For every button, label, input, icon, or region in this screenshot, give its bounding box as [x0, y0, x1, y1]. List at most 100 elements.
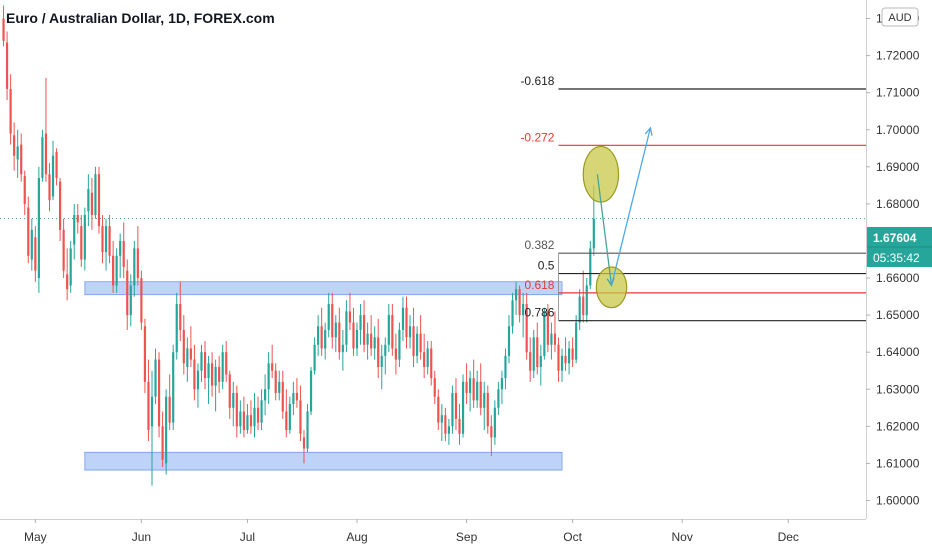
candle-body — [87, 189, 90, 212]
candle-body — [426, 348, 429, 368]
candle-body — [433, 378, 436, 397]
candle-body — [405, 307, 408, 338]
candle-body — [232, 392, 235, 408]
candle-body — [189, 348, 192, 360]
candle-body — [175, 303, 178, 353]
candle-body — [423, 352, 426, 368]
candle-body — [80, 226, 83, 260]
candle-body — [168, 396, 171, 423]
candle-body — [295, 392, 299, 401]
candle-body — [66, 274, 69, 290]
candle-body — [317, 326, 320, 345]
candle-body — [447, 426, 451, 434]
candle-body — [182, 329, 185, 364]
candle-body — [228, 374, 231, 408]
candle-body — [529, 352, 532, 371]
candle-body — [444, 415, 447, 434]
candle-body — [440, 415, 443, 423]
candle-body — [430, 348, 433, 379]
projection-down-arrow — [596, 174, 613, 286]
resistance-zone — [84, 281, 563, 296]
candle-body — [306, 411, 309, 449]
candle-body — [179, 303, 182, 330]
candle-body — [235, 392, 238, 427]
candle-body — [479, 381, 482, 408]
candle-body — [546, 311, 549, 345]
candle-body — [592, 218, 595, 249]
candle-body — [391, 315, 394, 349]
candle-body — [161, 426, 164, 460]
candle-body — [172, 352, 175, 423]
candle-body — [51, 155, 55, 197]
candle-body — [69, 248, 72, 286]
candle-body — [147, 381, 150, 431]
candle-body — [13, 135, 16, 156]
candle-body — [539, 355, 542, 368]
candle-body — [126, 270, 129, 316]
candle-body — [469, 378, 472, 393]
projection-up-arrow — [610, 127, 652, 286]
candle-body — [419, 333, 422, 353]
candle-body — [23, 176, 26, 204]
candle-body — [30, 229, 33, 260]
candle-body — [214, 367, 217, 386]
candle-body — [196, 370, 200, 390]
candle-body — [575, 322, 578, 360]
candle-body — [260, 400, 263, 423]
countdown-label: 05:35:42 — [873, 251, 920, 265]
candle-body — [76, 215, 79, 223]
currency-badge[interactable]: AUD — [881, 7, 919, 27]
candle-body — [518, 289, 521, 316]
candle-body — [133, 248, 136, 286]
candle-body — [221, 352, 224, 382]
candle-body — [136, 248, 139, 279]
candle-body — [5, 42, 9, 89]
price-tick-label: 1.68000 — [876, 197, 920, 211]
chart-title: Euro / Australian Dollar, 1D, FOREX.com — [6, 10, 275, 26]
price-tick-label: 1.62000 — [876, 419, 920, 433]
candle-body — [571, 348, 574, 360]
price-tick-label: 1.65000 — [876, 308, 920, 322]
candle-body — [157, 359, 161, 427]
candle-body — [150, 396, 154, 427]
candle-body — [242, 411, 245, 431]
price-tick-label: 1.60000 — [876, 493, 920, 507]
candle-body — [451, 392, 454, 427]
candle-body — [504, 355, 507, 379]
candle-body — [48, 174, 51, 201]
annotation-layer — [582, 126, 653, 309]
candle-body — [366, 333, 369, 345]
candle-body — [359, 315, 362, 330]
price-tick-label: 1.64000 — [876, 345, 920, 359]
candle-body — [278, 381, 281, 393]
candle-body — [532, 337, 535, 371]
current-price-label: 1.67604 — [873, 231, 917, 245]
candle-body — [557, 344, 560, 371]
candle-body — [41, 137, 44, 178]
candle-body — [9, 88, 12, 134]
candle-body — [324, 329, 327, 349]
candle-body — [34, 237, 37, 271]
candle-body — [154, 359, 157, 397]
candle-body — [483, 392, 486, 408]
candle-body — [578, 296, 581, 323]
candle-body — [514, 289, 518, 301]
candle-body — [37, 177, 40, 279]
time-tick-label: Jul — [240, 530, 255, 544]
candle-body — [292, 392, 295, 405]
candle-body — [225, 352, 228, 375]
candle-body — [497, 389, 500, 408]
candle-body — [20, 144, 23, 175]
candle-body — [246, 415, 249, 431]
upper-target-circle — [582, 145, 620, 203]
candle-body — [522, 303, 525, 316]
time-tick-label: Dec — [778, 530, 799, 544]
candle-body — [2, 18, 5, 41]
retest-circle — [595, 266, 628, 309]
candle-body — [589, 248, 592, 286]
candle-layer — [2, 5, 595, 486]
candle-body — [264, 389, 267, 401]
candle-body — [398, 329, 401, 360]
time-tick-label: Oct — [563, 530, 582, 544]
